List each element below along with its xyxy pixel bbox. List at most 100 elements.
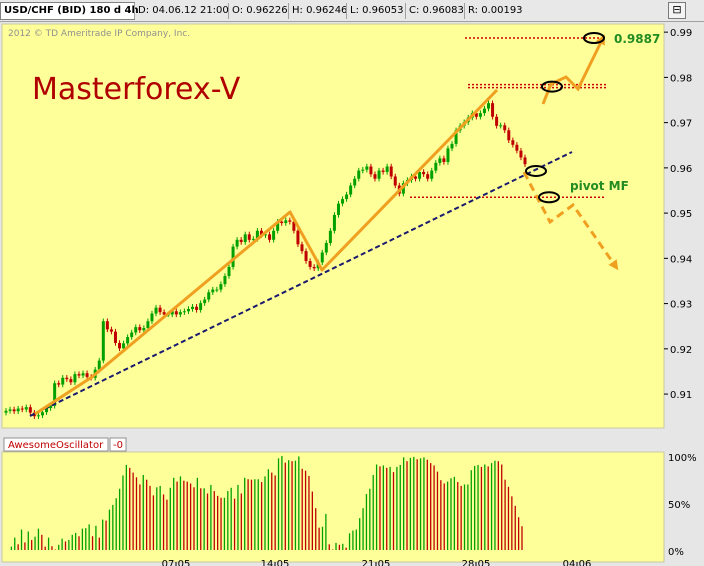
candle-body xyxy=(373,174,377,179)
candle-body xyxy=(523,157,527,165)
candle-body xyxy=(288,220,292,222)
candle-body xyxy=(154,307,158,314)
chart-header: USD/CHF (BID) 180 d 4h D: 04.06.12 21:00… xyxy=(0,0,704,22)
oscillator-panel: AwesomeOscillator -0 100% 50% 0% 07.05 14… xyxy=(0,437,704,566)
price-tick-label: 0.91 xyxy=(670,390,692,401)
candle-body xyxy=(312,266,316,269)
date-tick-label: 04.06 xyxy=(563,559,592,566)
candle-body xyxy=(280,221,284,224)
candle-body xyxy=(389,166,393,177)
date-readout: D: 04.06.12 21:00 xyxy=(134,3,229,19)
candle-body xyxy=(73,374,77,383)
candle-body xyxy=(134,327,138,333)
candle-body xyxy=(332,214,336,231)
candle-body xyxy=(57,383,61,385)
resistance-marker-ellipse xyxy=(541,80,563,93)
candle-body xyxy=(324,242,328,253)
candle-body xyxy=(491,103,495,117)
candle-body xyxy=(482,108,486,114)
candle-body xyxy=(438,158,442,163)
copyright-text: 2012 © TD Ameritrade IP Company, Inc. xyxy=(8,29,190,39)
date-tick-label: 07.05 xyxy=(162,559,191,566)
candle-body xyxy=(426,174,430,179)
candle-body xyxy=(345,194,349,200)
candle-body xyxy=(446,148,450,162)
bearish-scenario-arrow xyxy=(522,171,619,271)
candle-body xyxy=(304,251,308,262)
candle-body xyxy=(511,140,515,145)
candle-body xyxy=(126,337,130,344)
candle-body xyxy=(503,125,507,131)
osc-tick-100: 100% xyxy=(668,453,697,464)
candle-body xyxy=(478,113,482,117)
candle-body xyxy=(4,410,8,413)
candle-body xyxy=(231,246,235,267)
candle-body xyxy=(81,373,85,376)
trend-zigzag-line xyxy=(34,88,499,416)
candle-body xyxy=(292,221,296,231)
candle-body xyxy=(122,343,126,349)
oscillator-value: -0 xyxy=(113,440,123,451)
candle-body xyxy=(199,303,203,310)
candle-body xyxy=(65,377,69,380)
target-label: 0.9887 xyxy=(614,32,660,46)
candle-body xyxy=(162,312,166,315)
osc-tick-50: 50% xyxy=(668,500,690,511)
candle-body xyxy=(113,331,117,343)
price-tick-label: 0.94 xyxy=(670,254,692,265)
candle-body xyxy=(239,239,243,243)
oscillator-name-box[interactable] xyxy=(3,437,109,452)
price-tick-label: 0.97 xyxy=(670,119,692,130)
candle-body xyxy=(186,309,190,312)
candle-body xyxy=(320,252,324,263)
candle-body xyxy=(264,234,267,236)
candle-body xyxy=(150,313,154,322)
candle-body xyxy=(235,239,239,247)
candle-body xyxy=(105,321,109,330)
candle-body xyxy=(142,328,146,331)
candle-body xyxy=(174,311,178,315)
price-axis: 0.99 0.98 0.97 0.96 0.95 0.94 0.93 0.92 0.91 xyxy=(664,28,692,401)
target-marker-ellipse xyxy=(583,32,605,45)
candle-body xyxy=(49,405,53,409)
candle-body xyxy=(130,332,134,338)
candle-body xyxy=(251,238,255,240)
price-tick-label: 0.98 xyxy=(670,73,692,84)
collapse-button[interactable]: ⊟ xyxy=(668,2,686,19)
candle-body xyxy=(300,244,304,252)
low-readout: L: 0.96053 xyxy=(346,3,406,19)
candle-body xyxy=(328,230,332,243)
candle-body xyxy=(223,275,227,285)
high-readout: H: 0.96246 xyxy=(288,3,348,19)
candle-body xyxy=(507,130,511,141)
candle-body xyxy=(178,312,182,315)
candle-body xyxy=(418,171,422,179)
candle-body xyxy=(97,360,101,370)
oscillator-value-box xyxy=(109,437,127,452)
candle-body xyxy=(203,299,207,304)
candle-body xyxy=(268,234,272,240)
osc-tick-0: 0% xyxy=(668,547,684,558)
open-readout: O: 0.96226 xyxy=(228,3,288,19)
candle-body xyxy=(336,203,340,215)
candle-body xyxy=(450,143,454,149)
candle-body xyxy=(341,199,345,204)
date-tick-label: 14.05 xyxy=(261,559,290,566)
candle-body xyxy=(499,125,503,127)
support-trend-line xyxy=(29,151,573,417)
candle-body xyxy=(146,321,150,329)
candle-body xyxy=(296,230,300,245)
candle-body xyxy=(442,158,446,162)
candle-body xyxy=(495,116,499,126)
trendline-break-ellipse xyxy=(525,165,547,177)
candle-body xyxy=(16,408,20,412)
candle-body xyxy=(243,234,247,243)
candle-body xyxy=(434,162,438,171)
date-axis: 07.05 14.05 21.05 28.05 04.06 xyxy=(162,559,592,566)
candle-body xyxy=(487,103,491,109)
candle-body xyxy=(24,407,28,410)
candle-body xyxy=(357,170,361,179)
symbol-field[interactable]: USD/CHF (BID) 180 d 4h xyxy=(0,2,139,20)
candle-body xyxy=(170,311,174,315)
date-tick-label: 28.05 xyxy=(462,559,491,566)
